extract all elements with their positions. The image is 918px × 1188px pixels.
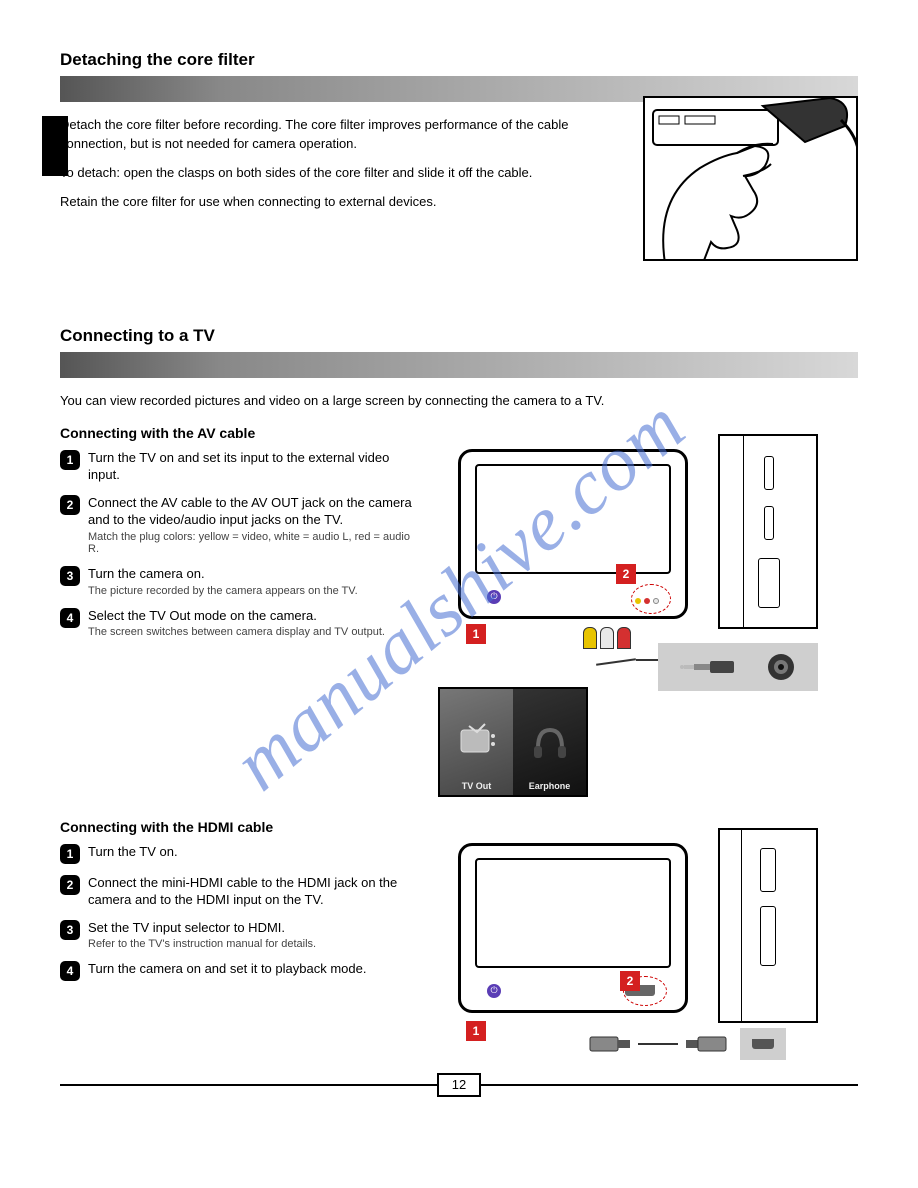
av-connection-diagram: ⏻ 1 2 (438, 449, 818, 679)
callout-badge-1: 1 (466, 624, 486, 644)
tv-icon: ⏻ (458, 843, 688, 1013)
step-bullet: 4 (60, 608, 80, 628)
rca-yellow-plug (583, 627, 597, 649)
callout-badge-2: 2 (620, 971, 640, 991)
panel-slot-3 (758, 558, 780, 608)
step-bullet: 2 (60, 875, 80, 895)
section-a-detail-b: Retain the core filter for use when conn… (60, 193, 600, 212)
tvout-label-left: TV Out (440, 781, 513, 791)
camera-side-panel (718, 828, 818, 1023)
panel-edge (720, 436, 744, 627)
hdmi-cable-line (638, 1043, 678, 1045)
hdmi-step-3-sub: Refer to the TV's instruction manual for… (88, 938, 316, 950)
callout-badge-1: 1 (466, 1021, 486, 1041)
section-b-intro: You can view recorded pictures and video… (60, 392, 858, 411)
tv-out-option-icon (455, 720, 499, 764)
av-jack-highlight-circle (631, 584, 671, 614)
hdmi-step-4: Turn the camera on and set it to playbac… (88, 960, 366, 978)
camera-side-panel (718, 434, 818, 629)
av-step-1: Turn the TV on and set its input to the … (88, 449, 420, 484)
mini-jack-plug-icon (680, 655, 738, 679)
rca-red-plug (617, 627, 631, 649)
av-steps: 1 Turn the TV on and set its input to th… (60, 449, 420, 638)
tv-screen (475, 858, 671, 968)
rca-plugs (578, 627, 636, 661)
av-step-3-sub: The picture recorded by the camera appea… (88, 585, 358, 597)
callout-badge-2: 2 (616, 564, 636, 584)
section-b-divider (60, 352, 858, 378)
section-b-title: Connecting to a TV (60, 326, 858, 346)
av-step-4: Select the TV Out mode on the camera. (88, 607, 385, 625)
step-bullet: 4 (60, 961, 80, 981)
tv-icon: ⏻ (458, 449, 688, 619)
hdmi-cable-assembly (588, 1028, 786, 1060)
chapter-side-tab (42, 116, 68, 176)
hdmi-steps: 1 Turn the TV on. 2 Connect the mini-HDM… (60, 843, 420, 982)
tvout-label-right: Earphone (513, 781, 586, 791)
step-bullet: 1 (60, 450, 80, 470)
tv-power-icon: ⏻ (487, 590, 501, 604)
step-bullet: 3 (60, 920, 80, 940)
section-a-detail-a: To detach: open the clasps on both sides… (60, 164, 600, 183)
hdmi-step-2: Connect the mini-HDMI cable to the HDMI … (88, 874, 420, 909)
av-out-socket-icon (766, 652, 796, 682)
tv-screen (475, 464, 671, 574)
step-bullet: 2 (60, 495, 80, 515)
step-bullet: 3 (60, 566, 80, 586)
hdmi-plug-b-icon (684, 1031, 728, 1057)
av-step-2-sub: Match the plug colors: yellow = video, w… (88, 531, 420, 555)
footer-rule: 12 (60, 1084, 858, 1086)
tv-out-mode-screenshot: TV Out Earphone (438, 687, 588, 797)
section-a-title: Detaching the core filter (60, 50, 858, 70)
av-jack-closeup (658, 643, 818, 691)
hdmi-step-3: Set the TV input selector to HDMI. (88, 919, 316, 937)
core-filter-illustration (643, 96, 858, 261)
tv-power-icon: ⏻ (487, 984, 501, 998)
panel-slot-1 (764, 456, 774, 490)
rca-white-plug (600, 627, 614, 649)
av-step-2: Connect the AV cable to the AV OUT jack … (88, 494, 420, 529)
panel-slot-2 (764, 506, 774, 540)
av-step-4-sub: The screen switches between camera displ… (88, 626, 385, 638)
earphone-option-icon (528, 720, 572, 764)
hand-holding-cable-icon (645, 98, 858, 261)
panel-edge (720, 830, 742, 1021)
hdmi-connection-diagram: ⏻ 1 2 (438, 843, 818, 1058)
mini-hdmi-socket-icon (752, 1039, 774, 1049)
section-a-body: Detach the core filter before recording.… (60, 116, 600, 154)
hdmi-plug-a-icon (588, 1031, 632, 1057)
hdmi-step-1: Turn the TV on. (88, 843, 178, 861)
panel-slot-1 (760, 848, 776, 892)
panel-slot-2 (760, 906, 776, 966)
page: manualshive.com Detaching the core filte… (0, 0, 918, 1188)
page-number: 12 (437, 1073, 481, 1097)
step-bullet: 1 (60, 844, 80, 864)
hdmi-socket-closeup (740, 1028, 786, 1060)
av-step-3: Turn the camera on. (88, 565, 358, 583)
